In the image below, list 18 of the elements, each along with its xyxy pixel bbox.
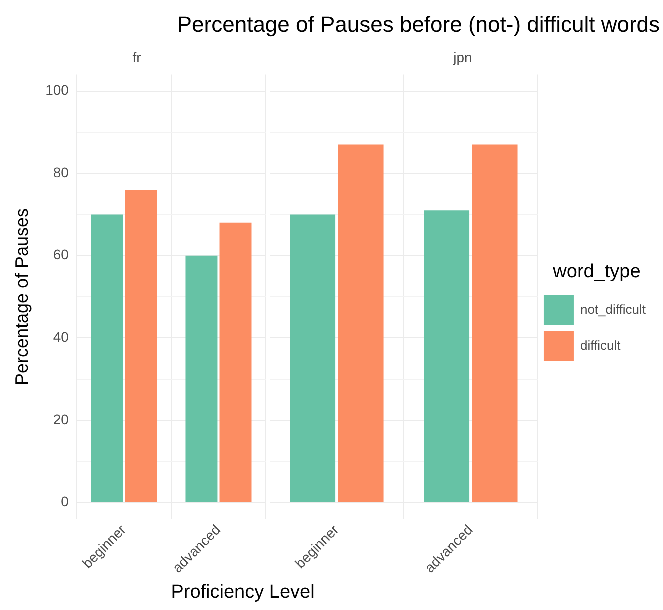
- legend-label: difficult: [580, 338, 622, 353]
- y-axis-title: Percentage of Pauses: [12, 208, 32, 386]
- bar: [220, 222, 252, 502]
- bar: [186, 256, 218, 502]
- legend-title: word_type: [552, 261, 641, 282]
- chart-subtitle: fr: [132, 49, 142, 66]
- y-tick-label: 80: [53, 164, 70, 180]
- chart-subtitle: jpn: [452, 49, 472, 66]
- y-tick-label: 40: [53, 329, 70, 345]
- bar: [125, 190, 158, 502]
- legend-label: not_difficult: [580, 302, 646, 317]
- y-tick-label: 100: [46, 82, 70, 98]
- bar: [91, 214, 124, 502]
- x-axis-title: Proficiency Level: [170, 582, 316, 604]
- text: Percentage of Pauses before (not-) difficult words: [176, 11, 660, 39]
- y-tick-label: 60: [53, 246, 70, 263]
- y-tick-label: 20: [53, 411, 70, 428]
- y-tick-label: 0: [61, 494, 70, 510]
